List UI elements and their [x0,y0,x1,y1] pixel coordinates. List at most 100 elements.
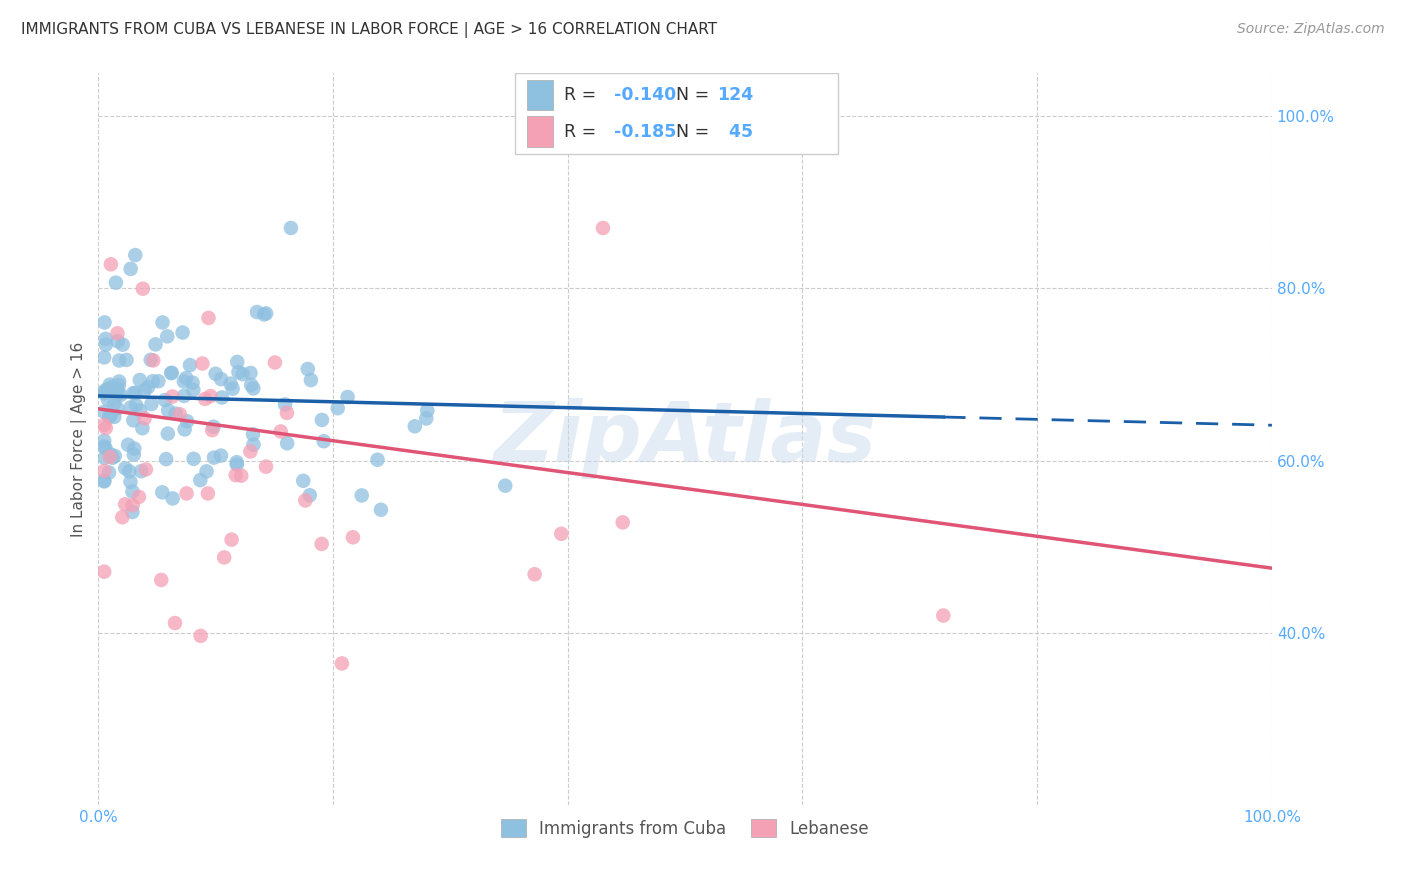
Point [93,450,115,465]
Point [131,421,153,435]
Point [932,608,955,623]
Text: N =: N = [676,86,714,104]
Point [114,497,136,511]
Point [226,355,249,369]
Point [156,426,179,441]
Point [107,387,129,401]
Point [176,414,198,428]
Point [225,458,247,472]
Point [202,450,225,465]
Point [93,417,115,432]
Point [202,419,225,434]
Point [173,375,195,389]
Point [550,526,572,541]
Point [117,438,139,452]
Text: N =: N = [676,122,714,141]
Point [174,371,197,385]
Point [120,401,142,415]
Point [122,413,145,427]
Point [93,315,115,329]
Point [150,485,173,500]
Point [162,491,184,506]
Point [254,306,277,320]
Point [254,459,277,474]
Point [111,510,134,524]
Point [415,411,437,425]
Point [125,398,148,412]
Point [120,261,142,276]
Point [93,565,115,579]
Point [194,392,217,406]
Point [94,332,117,346]
Point [153,393,176,408]
Text: -0.140: -0.140 [613,86,676,104]
Point [118,464,141,478]
Point [105,401,128,416]
Point [242,438,264,452]
Point [111,337,134,351]
Point [129,403,152,417]
Point [239,444,262,458]
Point [100,257,122,271]
Point [108,375,131,389]
Point [122,448,145,462]
Point [93,434,115,448]
Point [104,449,127,463]
Point [181,376,204,390]
Point [98,409,121,424]
Text: -0.185: -0.185 [613,122,676,141]
Text: IMMIGRANTS FROM CUBA VS LEBANESE IN LABOR FORCE | AGE > 16 CORRELATION CHART: IMMIGRANTS FROM CUBA VS LEBANESE IN LABO… [21,22,717,38]
Point [276,436,298,450]
Point [191,357,214,371]
Point [97,392,120,407]
Point [270,425,292,439]
Point [103,409,125,424]
Point [336,390,359,404]
Point [242,427,264,442]
Point [121,505,143,519]
Point [416,403,439,417]
Point [342,530,364,544]
Point [104,276,127,290]
Point [232,367,254,381]
Point [94,442,117,456]
Point [108,353,131,368]
Point [190,629,212,643]
Point [311,537,333,551]
Point [155,452,177,467]
Point [209,372,232,386]
Point [121,484,143,499]
FancyBboxPatch shape [527,79,553,111]
Point [120,475,142,489]
Point [93,384,115,398]
Point [176,486,198,500]
Point [98,450,121,464]
Point [179,358,201,372]
Text: ZipAtlas: ZipAtlas [494,399,877,480]
Legend: Immigrants from Cuba, Lebanese: Immigrants from Cuba, Lebanese [495,813,876,844]
Point [292,474,315,488]
Point [212,550,235,565]
Point [115,353,138,368]
Point [211,391,233,405]
Point [107,334,129,349]
Point [197,486,219,500]
Point [276,406,298,420]
Point [274,397,297,411]
Point [136,380,159,394]
Point [93,439,115,453]
Point [183,451,205,466]
Point [93,351,115,365]
Point [172,326,194,340]
Point [156,329,179,343]
Point [221,382,243,396]
Point [139,352,162,367]
FancyBboxPatch shape [527,116,553,147]
Point [612,516,634,530]
Point [101,450,124,465]
Point [264,355,287,369]
Point [163,616,186,631]
Point [103,396,125,410]
Point [240,378,263,392]
Point [141,397,163,411]
